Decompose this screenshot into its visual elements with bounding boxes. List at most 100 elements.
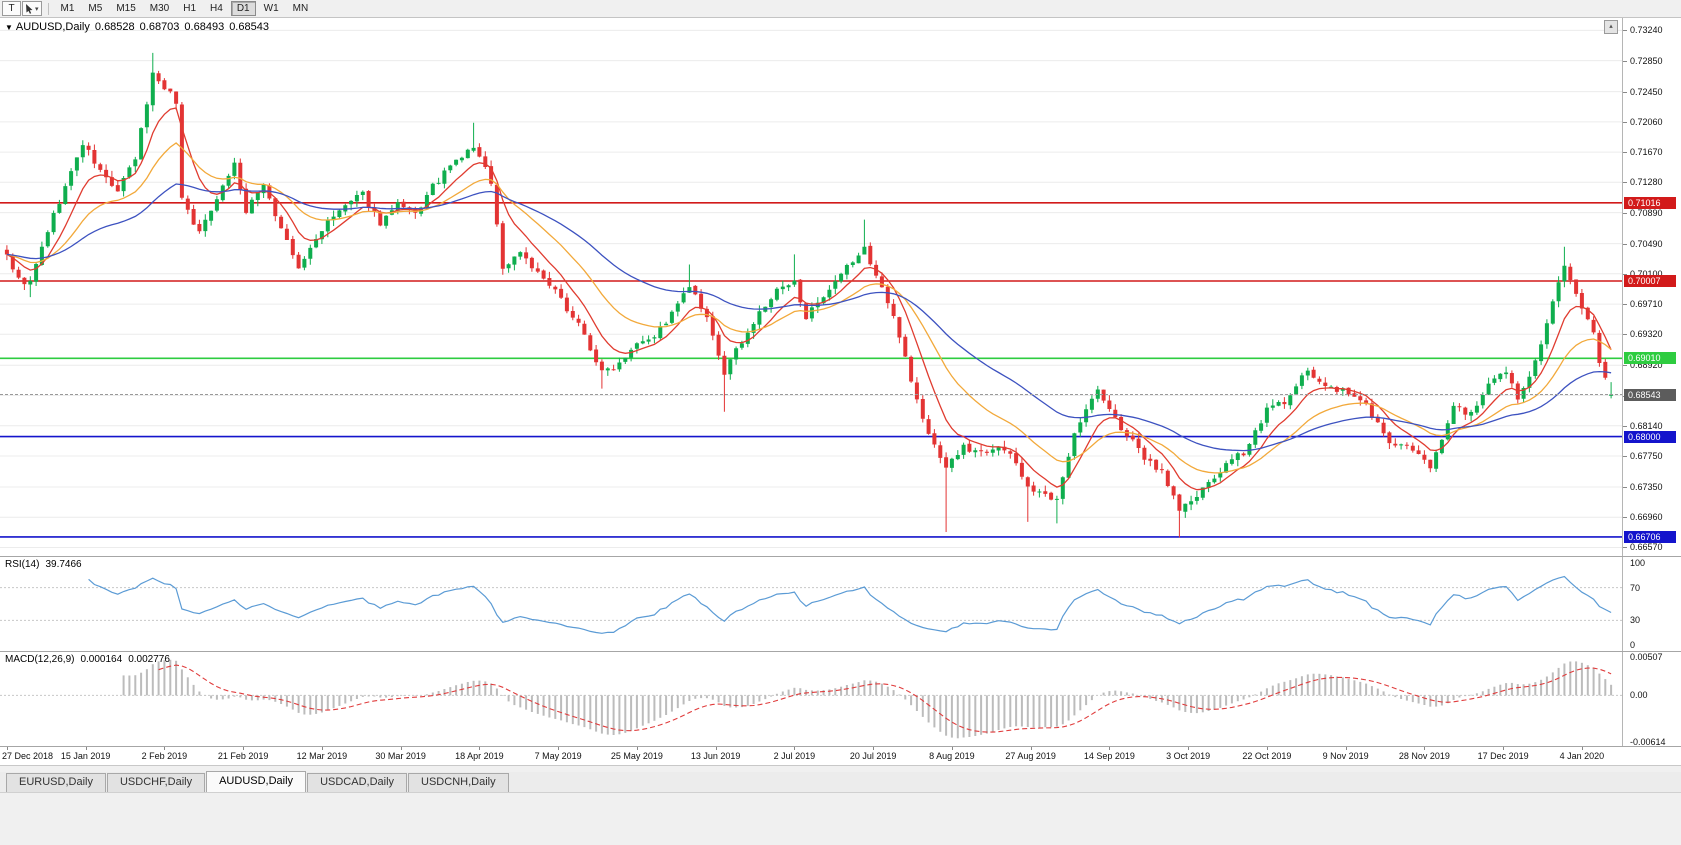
price-axis[interactable]: 0.73240 0.72850 0.72450 0.72060 0.71670 0.712… bbox=[1622, 18, 1681, 556]
date-tick-label: 20 Jul 2019 bbox=[849, 751, 897, 761]
axis-tick-mark bbox=[1623, 243, 1627, 245]
macd-tick-label: 0.00507 bbox=[1630, 652, 1663, 662]
timeframe-h4[interactable]: H4 bbox=[210, 3, 223, 14]
date-tick-mark bbox=[479, 747, 481, 750]
macd-main-value: 0.000164 bbox=[80, 654, 123, 665]
axis-tick-mark bbox=[1623, 273, 1627, 275]
date-tick-mark bbox=[1424, 747, 1426, 750]
axis-tick-mark bbox=[1623, 487, 1627, 488]
medium-ma bbox=[6, 142, 1612, 474]
candlestick-chart[interactable] bbox=[0, 18, 1622, 556]
price-level-badge: 0.68000 bbox=[1624, 430, 1676, 443]
timeframe-m1[interactable]: M1 bbox=[60, 3, 75, 14]
chart-tab-usdchf[interactable]: USDCHF,Daily bbox=[106, 773, 206, 792]
date-tick-mark bbox=[243, 747, 245, 750]
macd-signal-line bbox=[158, 664, 1612, 733]
date-tick-mark bbox=[1030, 747, 1032, 750]
date-axis[interactable]: 27 Dec 2018 15 Jan 2019 2 Feb 2019 21 Feb 2… bbox=[0, 747, 1681, 765]
price-tick-label: 0.70100 bbox=[1630, 268, 1663, 279]
date-tick-label: 8 Aug 2019 bbox=[929, 751, 975, 761]
chart-tab-usdcnh[interactable]: USDCNH,Daily bbox=[408, 773, 509, 792]
rsi-tick-label: 70 bbox=[1630, 582, 1641, 593]
date-tick-mark bbox=[558, 747, 560, 750]
date-tick-label: 17 Dec 2019 bbox=[1477, 751, 1529, 761]
date-tick-mark bbox=[1345, 747, 1347, 750]
cursor-tool-button[interactable]: ▾ bbox=[22, 1, 42, 16]
price-tick-label: 0.73240 bbox=[1630, 25, 1663, 36]
date-tick-mark bbox=[951, 747, 953, 750]
chart-tab-eurusd[interactable]: EURUSD,Daily bbox=[6, 773, 106, 792]
date-tick-label: 18 Apr 2019 bbox=[455, 751, 504, 761]
slow-ma bbox=[6, 183, 1612, 452]
timeframe-m15[interactable]: M15 bbox=[116, 3, 136, 14]
macd-tick-label: 0.00 bbox=[1630, 690, 1648, 701]
chart-tab-audusd[interactable]: AUDUSD,Daily bbox=[206, 771, 307, 792]
date-tick-mark bbox=[6, 747, 8, 750]
rsi-axis: 100 70 30 0 bbox=[1622, 557, 1681, 651]
macd-histogram bbox=[122, 659, 1613, 739]
price-tick-label: 0.71280 bbox=[1630, 177, 1663, 188]
rsi-value: 39.7466 bbox=[45, 559, 82, 570]
splitter-strip bbox=[0, 765, 1681, 772]
axis-tick-mark bbox=[1623, 455, 1627, 457]
price-tick-label: 0.70890 bbox=[1630, 207, 1663, 218]
symbol-label: AUDUSD,Daily bbox=[15, 21, 90, 33]
date-tick-label: 27 Dec 2018 bbox=[2, 751, 54, 761]
date-tick-label: 27 Aug 2019 bbox=[1005, 751, 1056, 761]
price-level-badge: 0.68543 bbox=[1624, 388, 1676, 401]
date-tick-label: 3 Oct 2019 bbox=[1166, 751, 1211, 761]
timeframe-mn[interactable]: MN bbox=[292, 3, 309, 14]
date-tick-label: 30 Mar 2019 bbox=[375, 751, 426, 761]
date-tick-mark bbox=[85, 747, 87, 750]
chart-header: ▼ AUDUSD,Daily 0.68528 0.68703 0.68493 0.6854… bbox=[5, 21, 274, 33]
timeframe-h1[interactable]: H1 bbox=[183, 3, 197, 14]
price-tick-label: 0.66960 bbox=[1630, 512, 1663, 523]
price-tick-label: 0.67750 bbox=[1630, 450, 1663, 461]
axis-tick-mark bbox=[1623, 425, 1627, 427]
price-tick-label: 0.72450 bbox=[1630, 86, 1663, 97]
timeframe-m5[interactable]: M5 bbox=[88, 3, 103, 14]
macd-signal-value: 0.002776 bbox=[128, 654, 170, 665]
price-tick-label: 0.69710 bbox=[1630, 299, 1663, 310]
rsi-header: RSI(14) 39.7466 bbox=[5, 559, 88, 570]
date-tick-mark bbox=[715, 747, 717, 750]
ohlc-close: 0.68543 bbox=[229, 21, 269, 33]
date-tick-mark bbox=[873, 747, 875, 750]
rsi-plot[interactable] bbox=[0, 557, 1622, 651]
date-tick-mark bbox=[400, 747, 402, 750]
price-tick-label: 0.72060 bbox=[1630, 116, 1663, 127]
macd-header: MACD(12,26,9) 0.000164 0.002776 bbox=[5, 654, 176, 665]
collapse-icon: ▼ bbox=[5, 23, 13, 32]
date-tick-label: 12 Mar 2019 bbox=[296, 751, 348, 761]
date-tick-label: 15 Jan 2019 bbox=[60, 751, 111, 761]
timeframe-w1[interactable]: W1 bbox=[263, 3, 279, 14]
rsi-line bbox=[88, 575, 1612, 634]
date-tick-label: 21 Feb 2019 bbox=[217, 751, 269, 761]
price-tick-label: 0.67350 bbox=[1630, 482, 1663, 492]
chart-tab-usdcad[interactable]: USDCAD,Daily bbox=[307, 773, 408, 792]
date-tick-label: 2 Jul 2019 bbox=[773, 751, 816, 761]
ohlc-high: 0.68703 bbox=[139, 21, 180, 33]
date-tick-mark bbox=[321, 747, 323, 750]
date-tick-label: 14 Sep 2019 bbox=[1083, 751, 1135, 761]
rsi-tick-label: 100 bbox=[1630, 558, 1646, 568]
macd-label: MACD(12,26,9) bbox=[5, 654, 75, 665]
timeframe-m30[interactable]: M30 bbox=[149, 3, 170, 14]
price-tick-label: 0.68140 bbox=[1630, 420, 1663, 431]
date-tick-mark bbox=[1581, 747, 1583, 750]
date-tick-label: 4 Jan 2020 bbox=[1559, 751, 1605, 761]
macd-panel: 0.00507 0.00 -0.00614 MACD(12,26,9) 0.00016… bbox=[0, 652, 1681, 747]
chevron-down-icon: ▾ bbox=[35, 5, 39, 13]
cursor-icon bbox=[26, 3, 33, 14]
ohlc-low: 0.68493 bbox=[184, 21, 225, 33]
axis-tick-mark bbox=[1623, 547, 1627, 549]
date-tick-label: 28 Nov 2019 bbox=[1398, 751, 1450, 761]
top-toolbar: T ▾ M1 M5 M15 M30 H1 H4 D1 W1 MN bbox=[0, 0, 1681, 18]
macd-plot[interactable] bbox=[0, 652, 1622, 746]
timeframe-d1[interactable]: D1 bbox=[230, 1, 256, 16]
axis-scroll-button[interactable]: ▴ bbox=[1604, 20, 1618, 34]
rsi-label: RSI(14) bbox=[5, 559, 40, 570]
text-tool-button[interactable]: T bbox=[2, 1, 21, 16]
candles bbox=[4, 52, 1614, 538]
date-tick-label: 22 Oct 2019 bbox=[1242, 751, 1292, 761]
